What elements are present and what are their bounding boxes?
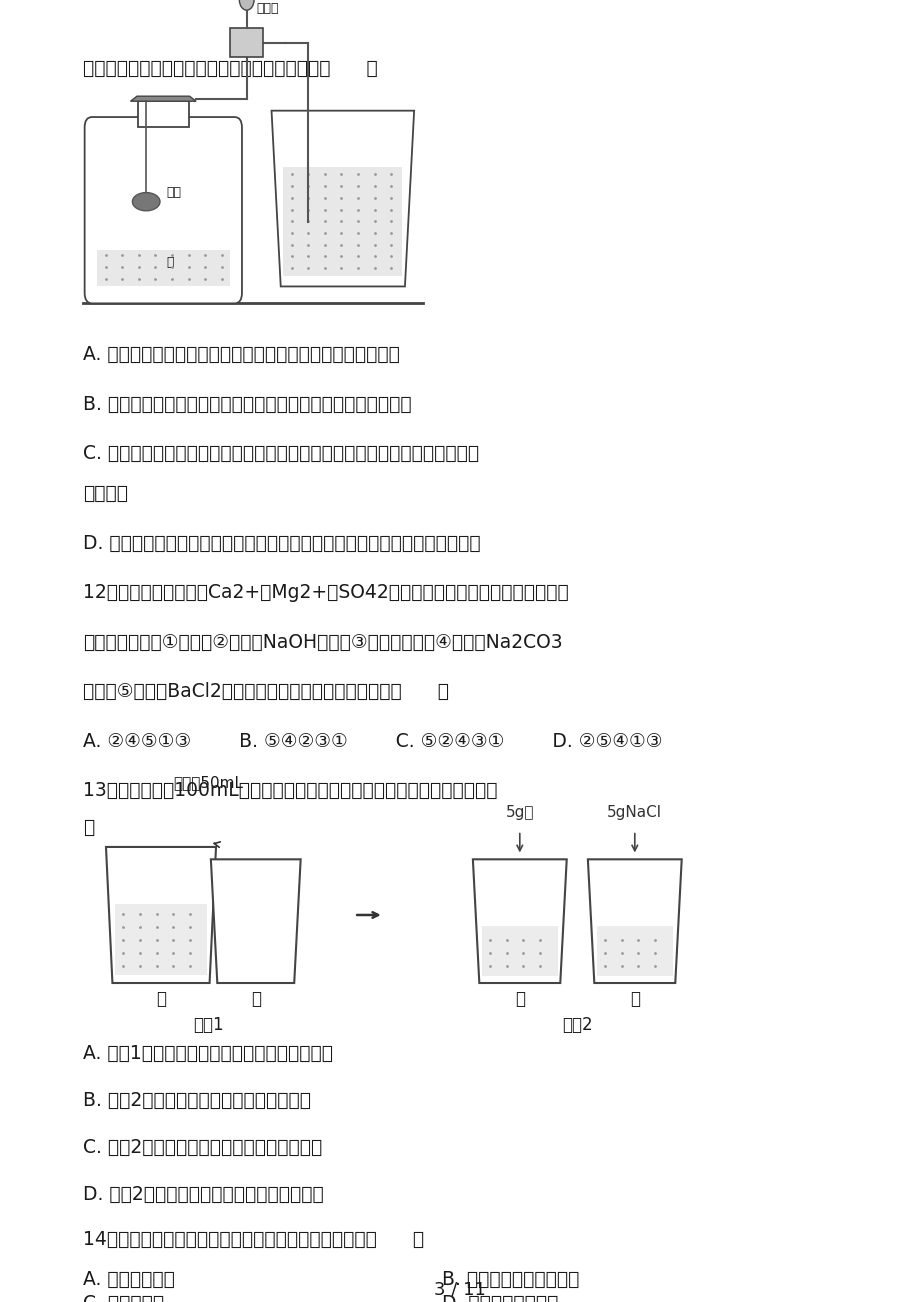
Text: A. ②④⑤①③        B. ⑤④②③①        C. ⑤②④③①        D. ②⑤④①③: A. ②④⑤①③ B. ⑤④②③① C. ⑤②④③① D. ②⑤④①③ xyxy=(83,732,662,751)
Polygon shape xyxy=(587,859,681,983)
Text: 行下列五项操作①过滤；②加过量NaOH溶液；③加适量盐酸；④加过量Na2CO3: 行下列五项操作①过滤；②加过量NaOH溶液；③加适量盐酸；④加过量Na2CO3 xyxy=(83,633,562,652)
Text: 14、下列物质中，前者属于单质、后者属于混合物的是（      ）: 14、下列物质中，前者属于单质、后者属于混合物的是（ ） xyxy=(83,1230,424,1250)
Text: 瓶口脱落: 瓶口脱落 xyxy=(83,484,128,504)
Text: B. 在空气里点燃红磷后，应缓慢把燃烧匙伸入瓶内并塞紧橡皮塞: B. 在空气里点燃红磷后，应缓慢把燃烧匙伸入瓶内并塞紧橡皮塞 xyxy=(83,395,411,414)
Text: 止水夹: 止水夹 xyxy=(255,3,278,16)
Text: 3 / 11: 3 / 11 xyxy=(434,1280,485,1298)
Text: 实验2: 实验2 xyxy=(562,1016,592,1034)
Text: 5g水: 5g水 xyxy=(505,805,533,820)
Text: 实验1: 实验1 xyxy=(193,1016,223,1034)
Text: 甲: 甲 xyxy=(515,990,524,1008)
Text: A. 生铁、天然气: A. 生铁、天然气 xyxy=(83,1269,175,1289)
Polygon shape xyxy=(106,846,216,983)
Text: ）: ） xyxy=(83,818,94,837)
Text: C. 红磷燃烧时，要打开止水夹，以免瓶因温度升高，气压较大，造成橡皮塞从: C. 红磷燃烧时，要打开止水夹，以免瓶因温度升高，气压较大，造成橡皮塞从 xyxy=(83,444,479,464)
Circle shape xyxy=(239,0,254,10)
Text: D. 实验2后，甲、乙中溶液所含溶质质量相等: D. 实验2后，甲、乙中溶液所含溶质质量相等 xyxy=(83,1185,323,1204)
Text: 13、常温下，对100mL氯化钠饱和溶液进行图示实验。下列分析错误的是（: 13、常温下，对100mL氯化钠饱和溶液进行图示实验。下列分析错误的是（ xyxy=(83,781,497,801)
Text: C. 干冰、可乐: C. 干冰、可乐 xyxy=(83,1294,164,1302)
Text: B. 实验2后，乙中比甲中氯化钠的溶解度大: B. 实验2后，乙中比甲中氯化钠的溶解度大 xyxy=(83,1091,311,1111)
Text: D. 液氧、冰水混合物: D. 液氧、冰水混合物 xyxy=(441,1294,557,1302)
Text: A. 所用红磷要过量，以保证集气瓶内空气里的氧气能充分反应: A. 所用红磷要过量，以保证集气瓶内空气里的氧气能充分反应 xyxy=(83,345,399,365)
Text: 乙: 乙 xyxy=(630,990,639,1008)
Bar xyxy=(96,250,230,286)
Text: 甲: 甲 xyxy=(156,990,165,1008)
Text: 溶液；⑤加过量BaCl2溶液。下列操作顺序中最合适的是（      ）: 溶液；⑤加过量BaCl2溶液。下列操作顺序中最合适的是（ ） xyxy=(83,682,448,702)
Bar xyxy=(482,926,557,975)
Text: 12、为了除去粗盐中的Ca2+、Mg2+、SO42－及泥砂，可将粗盐溶于水，然后进: 12、为了除去粗盐中的Ca2+、Mg2+、SO42－及泥砂，可将粗盐溶于水，然后… xyxy=(83,583,568,603)
Bar xyxy=(283,167,402,276)
Bar xyxy=(230,29,263,57)
Bar xyxy=(138,102,188,128)
FancyBboxPatch shape xyxy=(85,117,242,303)
Polygon shape xyxy=(210,859,301,983)
Ellipse shape xyxy=(132,193,160,211)
Text: 乙: 乙 xyxy=(251,990,260,1008)
Polygon shape xyxy=(271,111,414,286)
Polygon shape xyxy=(472,859,566,983)
Text: B. 金刚石、净化后的空气: B. 金刚石、净化后的空气 xyxy=(441,1269,578,1289)
Bar xyxy=(596,926,672,975)
Text: 查不漏气后再进行后续操作，下列说法正确的是（      ）: 查不漏气后再进行后续操作，下列说法正确的是（ ） xyxy=(83,59,377,78)
Text: D. 仍用本装置，只把红磷换成燃烧的本炭，能够更精确测定空气里氧气的含量: D. 仍用本装置，只把红磷换成燃烧的本炭，能够更精确测定空气里氧气的含量 xyxy=(83,534,480,553)
Text: 水: 水 xyxy=(166,256,174,270)
Text: 5gNaCl: 5gNaCl xyxy=(607,805,662,820)
Text: 红磷: 红磷 xyxy=(166,186,181,198)
Text: A. 实验1后，甲、乙中溶液的溶质质量分数相等: A. 实验1后，甲、乙中溶液的溶质质量分数相等 xyxy=(83,1044,333,1064)
Text: 转移出50mL: 转移出50mL xyxy=(173,775,244,790)
Bar xyxy=(115,904,207,975)
Text: C. 实验2后，甲中溶液为氯化钠的不饱和溶液: C. 实验2后，甲中溶液为氯化钠的不饱和溶液 xyxy=(83,1138,322,1157)
Polygon shape xyxy=(130,96,196,102)
